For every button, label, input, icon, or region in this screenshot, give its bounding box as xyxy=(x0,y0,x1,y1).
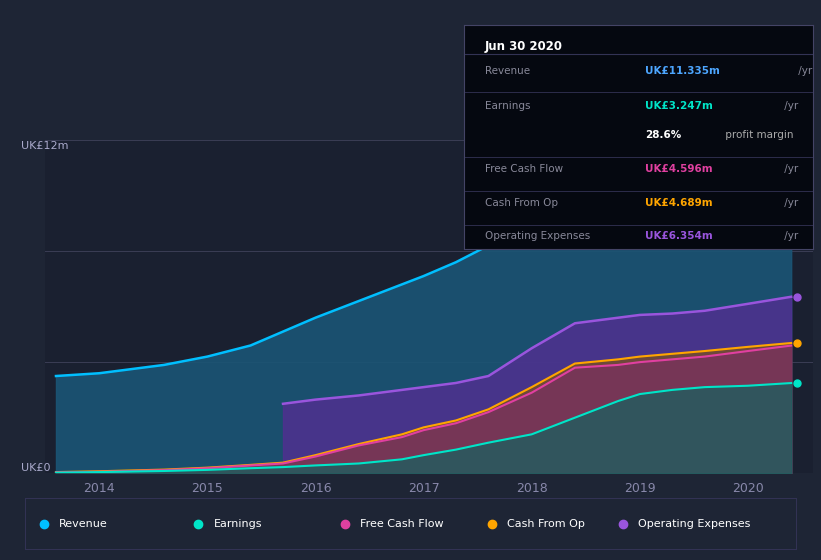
Text: Cash From Op: Cash From Op xyxy=(507,519,585,529)
Text: UK£6.354m: UK£6.354m xyxy=(645,231,713,241)
Text: Free Cash Flow: Free Cash Flow xyxy=(484,164,563,174)
Text: /yr: /yr xyxy=(781,101,798,111)
Text: UK£4.689m: UK£4.689m xyxy=(645,198,713,208)
Text: UK£11.335m: UK£11.335m xyxy=(645,66,720,76)
Text: UK£12m: UK£12m xyxy=(21,141,68,151)
Text: /yr: /yr xyxy=(781,231,798,241)
Text: UK£3.247m: UK£3.247m xyxy=(645,101,713,111)
Text: Revenue: Revenue xyxy=(59,519,108,529)
Text: Earnings: Earnings xyxy=(484,101,530,111)
Text: UK£4.596m: UK£4.596m xyxy=(645,164,713,174)
Text: Operating Expenses: Operating Expenses xyxy=(484,231,590,241)
Text: /yr: /yr xyxy=(781,164,798,174)
Text: Earnings: Earnings xyxy=(213,519,262,529)
Text: Jun 30 2020: Jun 30 2020 xyxy=(484,40,563,53)
Text: 28.6%: 28.6% xyxy=(645,130,681,141)
Text: Operating Expenses: Operating Expenses xyxy=(638,519,750,529)
Text: Free Cash Flow: Free Cash Flow xyxy=(360,519,444,529)
Text: UK£0: UK£0 xyxy=(21,463,50,473)
Text: /yr: /yr xyxy=(781,198,798,208)
Text: /yr: /yr xyxy=(796,66,813,76)
Text: profit margin: profit margin xyxy=(722,130,794,141)
Text: Revenue: Revenue xyxy=(484,66,530,76)
Text: Cash From Op: Cash From Op xyxy=(484,198,557,208)
